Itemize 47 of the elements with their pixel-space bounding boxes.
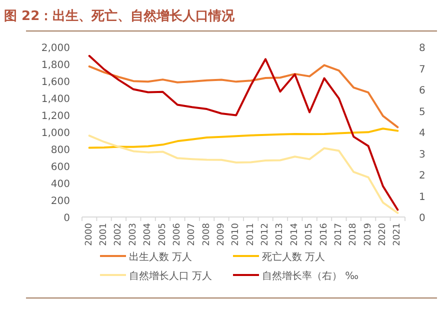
x-tick-label: 2019 — [363, 222, 374, 246]
y-tick-label: 2,000 — [41, 43, 70, 54]
x-tick-label: 2004 — [143, 222, 154, 246]
x-tick-label: 2012 — [260, 223, 271, 246]
y2-tick-label: 0 — [419, 213, 426, 224]
x-tick-label: 2002 — [114, 223, 124, 246]
y2-tick-label: 8 — [419, 43, 426, 54]
x-tick-label: 2001 — [99, 223, 110, 246]
x-tick-label: 2016 — [319, 222, 330, 246]
x-tick-label: 2018 — [348, 222, 359, 246]
y-tick-label: 800 — [50, 145, 70, 156]
y-tick-label: 600 — [50, 162, 70, 173]
y2-tick-label: 7 — [419, 64, 426, 76]
y2-tick-label: 5 — [419, 106, 426, 118]
x-tick-label: 2005 — [158, 223, 168, 246]
x-tick-label: 2000 — [84, 222, 94, 246]
legend-label: 死亡人数 万人 — [262, 251, 326, 263]
x-tick-label: 2008 — [202, 222, 212, 246]
x-tick-label: 2021 — [392, 223, 403, 246]
x-tick-label: 2020 — [378, 222, 388, 246]
x-tick-label: 2009 — [216, 222, 226, 246]
y-tick-label: 1,800 — [41, 60, 70, 71]
y2-tick-label: 2 — [419, 170, 426, 182]
legend-label: 自然增长率（右） ‰ — [262, 270, 359, 282]
y2-tick-label: 6 — [419, 86, 426, 96]
y2-tick-label: 1 — [419, 192, 426, 203]
y-tick-label: 400 — [50, 179, 70, 190]
x-tick-label: 2006 — [172, 222, 182, 246]
y-tick-label: 1,600 — [41, 77, 70, 88]
x-tick-label: 2014 — [290, 222, 300, 246]
y2-tick-label: 4 — [419, 128, 426, 139]
x-tick-label: 2010 — [231, 222, 242, 246]
y-tick-label: 1,000 — [41, 128, 70, 139]
legend-label: 自然增长人口 万人 — [129, 270, 212, 282]
y2-tick-label: 3 — [419, 149, 426, 160]
y-tick-label: 0 — [64, 213, 70, 224]
x-tick-label: 2015 — [304, 223, 315, 246]
y-tick-label: 1,400 — [41, 94, 70, 105]
title: 图 22：出生、死亡、自然增长人口情况 — [4, 9, 235, 24]
x-tick-label: 2011 — [246, 223, 256, 246]
y-tick-label: 1,200 — [41, 111, 70, 122]
x-tick-label: 2017 — [334, 223, 344, 246]
x-tick-label: 2003 — [128, 223, 138, 246]
x-tick-label: 2013 — [275, 223, 286, 246]
legend-label: 出生人数 万人 — [129, 251, 192, 263]
y-tick-label: 200 — [50, 196, 70, 207]
x-tick-label: 2007 — [187, 223, 198, 246]
